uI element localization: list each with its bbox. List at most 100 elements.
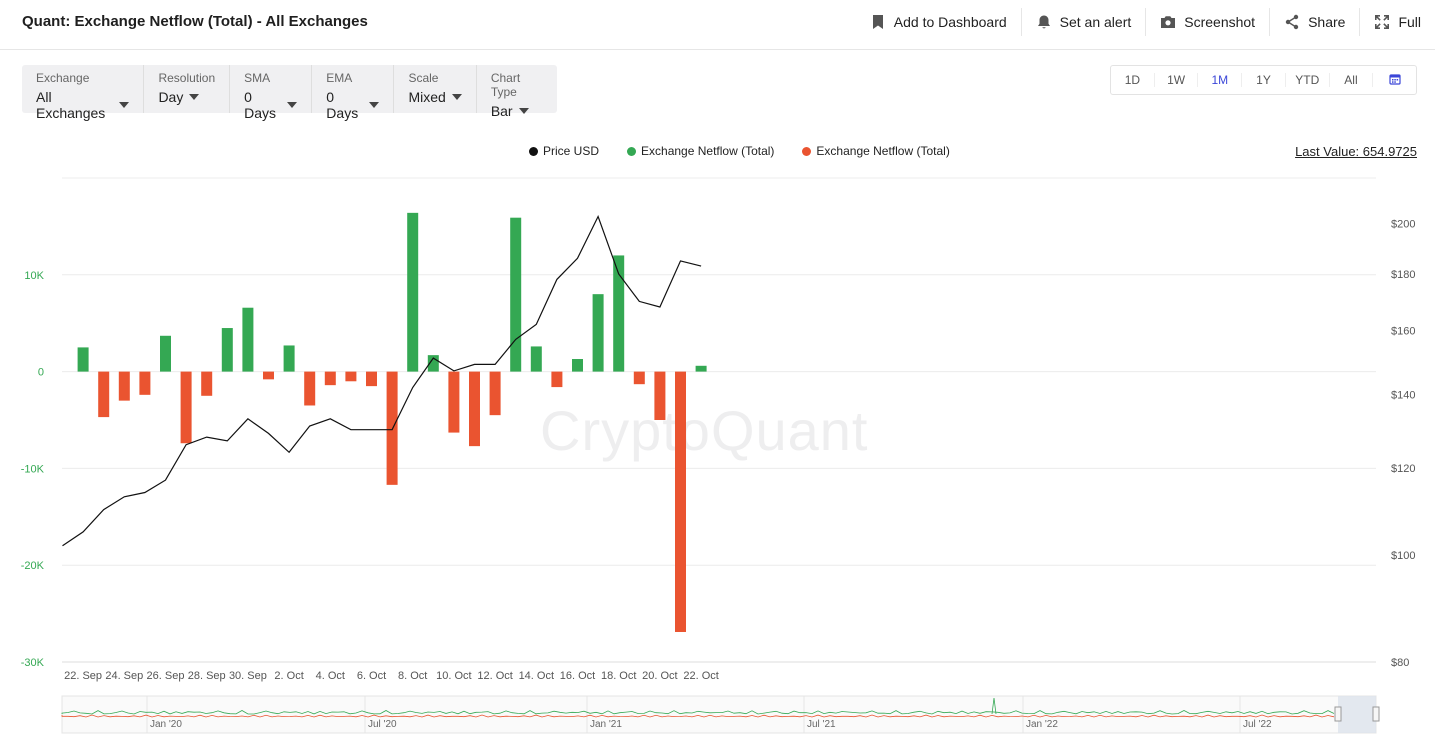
x-axis-tick-label: 20. Oct xyxy=(642,670,677,682)
header: Quant: Exchange Netflow (Total) - All Ex… xyxy=(0,0,1435,50)
left-axis-tick-label: -30K xyxy=(21,657,45,669)
filter-ema-select[interactable]: 0 Days xyxy=(326,89,380,121)
netflow-bar-negative xyxy=(324,371,336,386)
legend-dot xyxy=(627,146,637,156)
netflow-bar-negative xyxy=(675,371,686,632)
bell-icon xyxy=(1037,15,1050,29)
x-axis-tick-label: 22. Sep xyxy=(64,670,102,682)
filter-exchange[interactable]: Exchange All Exchanges xyxy=(22,65,145,121)
right-axis-tick-label: $100 xyxy=(1391,550,1415,562)
filter-scale-select[interactable]: Mixed xyxy=(408,89,462,105)
filter-chart-type-label: Chart Type xyxy=(490,71,521,99)
price-line xyxy=(62,214,702,547)
netflow-bar-negative xyxy=(489,371,501,416)
x-axis-tick-label: 30. Sep xyxy=(229,670,267,682)
filter-ema-value: 0 Days xyxy=(326,89,359,121)
bookmark-icon xyxy=(872,15,883,29)
filter-chart-type-select[interactable]: Bar xyxy=(491,103,543,119)
legend-item-netflow-negative[interactable]: Exchange Netflow (Total) xyxy=(802,144,950,158)
right-axis-tick-label: $80 xyxy=(1391,657,1409,669)
range-1m[interactable]: 1M xyxy=(1198,73,1243,87)
legend-label: Price USD xyxy=(543,144,600,158)
filter-ema[interactable]: EMA 0 Days xyxy=(312,65,395,121)
chevron-down-icon xyxy=(189,94,200,100)
netflow-bar-negative xyxy=(180,371,192,444)
left-axis-tick-label: -20K xyxy=(21,560,45,572)
netflow-bar-positive xyxy=(592,294,604,372)
calendar-button[interactable] xyxy=(1373,73,1416,88)
x-axis-tick-label: 6. Oct xyxy=(357,670,386,682)
legend-item-price[interactable]: Price USD xyxy=(529,144,599,158)
range-1w[interactable]: 1W xyxy=(1155,73,1199,87)
netflow-bar-negative xyxy=(201,371,213,396)
right-axis-tick-label: $120 xyxy=(1391,463,1415,475)
netflow-bar-positive xyxy=(613,255,625,372)
filter-chart-type[interactable]: Chart Type Bar xyxy=(477,65,557,119)
netflow-bar-negative xyxy=(98,371,110,418)
add-to-dashboard-button[interactable]: Add to Dashboard xyxy=(856,8,1021,36)
navigator-selection xyxy=(1338,696,1376,733)
netflow-bar-positive xyxy=(695,365,707,372)
left-axis-tick-label: 0 xyxy=(38,367,44,379)
netflow-bar-positive xyxy=(572,359,583,372)
set-alert-button[interactable]: Set an alert xyxy=(1020,8,1146,36)
filter-sma-select[interactable]: 0 Days xyxy=(244,89,298,121)
filter-resolution-select[interactable]: Day xyxy=(158,89,215,105)
range-all[interactable]: All xyxy=(1330,73,1374,87)
chevron-down-icon xyxy=(518,108,529,114)
netflow-bar-negative xyxy=(386,371,398,485)
range-1y[interactable]: 1Y xyxy=(1242,73,1286,87)
netflow-bar-negative xyxy=(304,371,316,406)
filter-scale[interactable]: Scale Mixed xyxy=(394,65,477,113)
legend-label: Exchange Netflow (Total) xyxy=(816,144,950,158)
x-axis-tick-label: 10. Oct xyxy=(436,670,471,682)
right-axis-tick-label: $180 xyxy=(1391,269,1415,281)
filter-scale-value: Mixed xyxy=(408,89,446,105)
filter-resolution[interactable]: Resolution Day xyxy=(144,65,231,113)
set-alert-label: Set an alert xyxy=(1059,14,1132,30)
netflow-bar-positive xyxy=(160,335,171,372)
x-axis-tick-label: 18. Oct xyxy=(601,670,636,682)
netflow-bar-negative xyxy=(118,371,130,401)
filter-exchange-select[interactable]: All Exchanges xyxy=(36,89,130,121)
chart-legend: Price USD Exchange Netflow (Total) Excha… xyxy=(529,144,950,158)
chevron-down-icon xyxy=(451,94,462,100)
navigator-label: Jul '20 xyxy=(368,719,397,730)
screenshot-label: Screenshot xyxy=(1184,14,1256,30)
x-axis-tick-label: 2. Oct xyxy=(274,670,303,682)
chevron-down-icon xyxy=(119,102,130,108)
filter-sma[interactable]: SMA 0 Days xyxy=(230,65,313,121)
left-axis-tick-label: -10K xyxy=(21,463,45,475)
x-axis-tick-label: 22. Oct xyxy=(683,670,718,682)
screenshot-button[interactable]: Screenshot xyxy=(1145,8,1269,36)
filter-ema-label: EMA xyxy=(326,71,353,85)
navigator-handle-left xyxy=(1334,706,1342,722)
netflow-bar-negative xyxy=(551,371,563,388)
x-axis-tick-label: 8. Oct xyxy=(398,670,427,682)
netflow-bar-positive xyxy=(510,217,522,372)
netflow-bar-negative xyxy=(345,371,357,382)
x-axis-tick-label: 14. Oct xyxy=(519,670,554,682)
range-1d[interactable]: 1D xyxy=(1111,73,1155,87)
x-axis-tick-label: 26. Sep xyxy=(147,670,185,682)
filter-bar: Exchange All Exchanges Resolution Day SM… xyxy=(22,65,557,121)
x-axis-tick-label: 28. Sep xyxy=(188,670,226,682)
x-axis-tick-label: 4. Oct xyxy=(316,670,345,682)
calendar-icon xyxy=(1389,73,1401,85)
navigator-label: Jan '22 xyxy=(1026,719,1058,730)
watermark-logo: CryptoQuant xyxy=(540,399,869,462)
netflow-bar-negative xyxy=(654,371,666,420)
chevron-down-icon xyxy=(287,102,298,108)
netflow-bar-positive xyxy=(283,345,295,372)
legend-item-netflow-positive[interactable]: Exchange Netflow (Total) xyxy=(627,144,774,158)
share-label: Share xyxy=(1308,14,1346,30)
last-value[interactable]: Last Value: 654.9725 xyxy=(1295,144,1417,159)
share-button[interactable]: Share xyxy=(1269,8,1359,36)
filter-exchange-label: Exchange xyxy=(36,71,90,85)
navigator-series-negative xyxy=(61,714,1335,718)
fullscreen-icon xyxy=(1375,15,1390,29)
navigator-label: Jan '21 xyxy=(590,719,622,730)
range-ytd[interactable]: YTD xyxy=(1286,73,1330,87)
fullscreen-button[interactable]: Full xyxy=(1359,8,1435,36)
